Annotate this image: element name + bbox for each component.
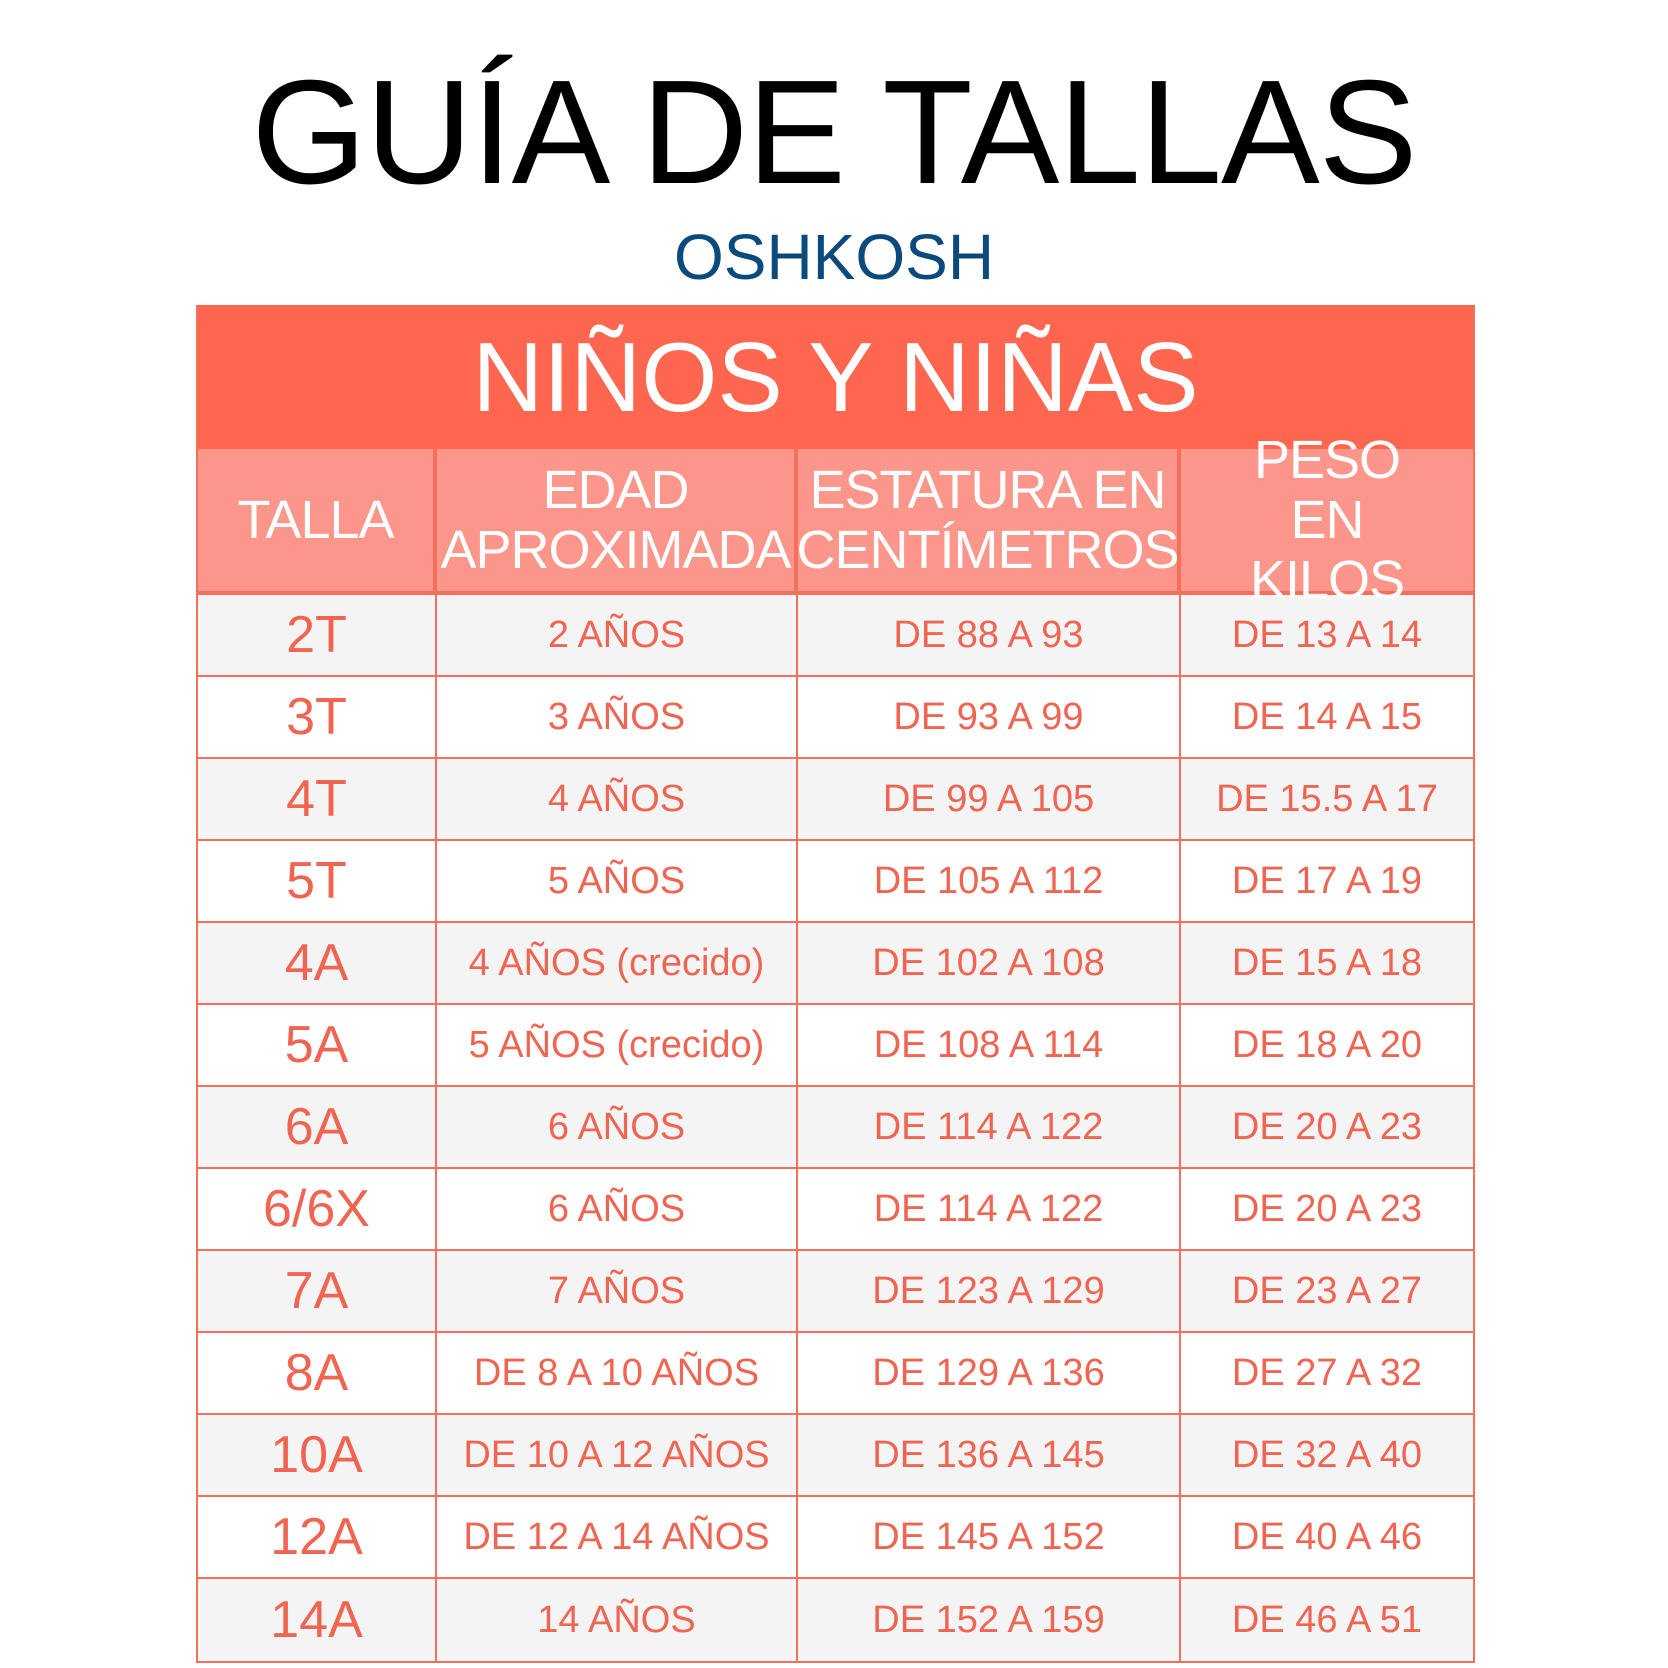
cell-edad: 14 AÑOS	[437, 1579, 798, 1661]
cell-edad: 6 AÑOS	[437, 1169, 798, 1249]
cell-edad: 6 AÑOS	[437, 1087, 798, 1167]
cell-edad: DE 8 A 10 AÑOS	[437, 1333, 798, 1413]
table-row: 7A 7 AÑOS DE 123 A 129 DE 23 A 27	[198, 1251, 1473, 1333]
table-header-row: TALLA EDAD APROXIMADA ESTATURA EN CENTÍM…	[198, 430, 1473, 610]
cell-talla: 7A	[198, 1251, 437, 1331]
table-row: 4T 4 AÑOS DE 99 A 105 DE 15.5 A 17	[198, 759, 1473, 841]
header-peso: PESO EN KILOS	[1249, 430, 1405, 610]
cell-peso: DE 23 A 27	[1231, 1269, 1423, 1312]
header-edad: EDAD APROXIMADA	[437, 449, 798, 591]
cell-talla: 3T	[198, 677, 437, 757]
cell-peso: DE 32 A 40	[1231, 1433, 1423, 1476]
cell-edad: DE 10 A 12 AÑOS	[437, 1415, 798, 1495]
cell-talla: 8A	[198, 1333, 437, 1413]
cell-talla: 2T	[198, 595, 437, 675]
cell-estatura: DE 136 A 145	[798, 1415, 1181, 1495]
table-row: 5T 5 AÑOS DE 105 A 112 DE 17 A 19	[198, 841, 1473, 923]
header-estatura: ESTATURA EN CENTÍMETROS	[797, 449, 1181, 591]
cell-estatura: DE 123 A 129	[798, 1251, 1181, 1331]
table-row: 3T 3 AÑOS DE 93 A 99 DE 14 A 15	[198, 677, 1473, 759]
cell-estatura: DE 88 A 93	[798, 595, 1181, 675]
table-row: 10A DE 10 A 12 AÑOS DE 136 A 145 DE 32 A 40	[198, 1415, 1473, 1497]
table-row: 2T 2 AÑOS DE 88 A 93 DE 13 A 14	[198, 595, 1473, 677]
cell-edad: 2 AÑOS	[437, 595, 798, 675]
cell-peso: DE 15.5 A 17	[1216, 777, 1438, 820]
cell-estatura: DE 152 A 159	[798, 1579, 1181, 1661]
table-row: 8A DE 8 A 10 AÑOS DE 129 A 136 DE 27 A 32	[198, 1333, 1473, 1415]
cell-estatura: DE 114 A 122	[798, 1087, 1181, 1167]
cell-estatura: DE 99 A 105	[798, 759, 1181, 839]
cell-edad: 4 AÑOS (crecido)	[437, 923, 798, 1003]
table-row: 12A DE 12 A 14 AÑOS DE 145 A 152 DE 40 A 46	[198, 1497, 1473, 1579]
cell-peso: DE 20 A 23	[1231, 1105, 1423, 1148]
cell-estatura: DE 129 A 136	[798, 1333, 1181, 1413]
brand-name: OSHKOSH	[673, 221, 995, 293]
cell-peso: DE 13 A 14	[1231, 613, 1423, 656]
cell-edad: 3 AÑOS	[437, 677, 798, 757]
cell-edad: 4 AÑOS	[437, 759, 798, 839]
cell-edad: 7 AÑOS	[437, 1251, 798, 1331]
cell-talla: 14A	[198, 1579, 437, 1661]
cell-estatura: DE 105 A 112	[798, 841, 1181, 921]
cell-peso: DE 15 A 18	[1231, 941, 1423, 984]
cell-estatura: DE 114 A 122	[798, 1169, 1181, 1249]
cell-talla: 4A	[198, 923, 437, 1003]
cell-peso: DE 20 A 23	[1231, 1187, 1423, 1230]
cell-estatura: DE 145 A 152	[798, 1497, 1181, 1577]
cell-talla: 6/6X	[198, 1169, 437, 1249]
cell-talla: 4T	[198, 759, 437, 839]
cell-estatura: DE 102 A 108	[798, 923, 1181, 1003]
table-row: 6A 6 AÑOS DE 114 A 122 DE 20 A 23	[198, 1087, 1473, 1169]
cell-peso: DE 18 A 20	[1231, 1023, 1423, 1066]
header-talla: TALLA	[198, 449, 437, 591]
table-body: 2T 2 AÑOS DE 88 A 93 DE 13 A 14 3T 3 AÑOS DE 9…	[198, 595, 1473, 1661]
cell-talla: 12A	[198, 1497, 437, 1577]
table-banner: NIÑOS Y NIÑAS	[198, 305, 1473, 449]
cell-estatura: DE 108 A 114	[798, 1005, 1181, 1085]
cell-talla: 5A	[198, 1005, 437, 1085]
cell-estatura: DE 93 A 99	[798, 677, 1181, 757]
table-row: 6/6X 6 AÑOS DE 114 A 122 DE 20 A 23	[198, 1169, 1473, 1251]
cell-peso: DE 14 A 15	[1231, 695, 1423, 738]
table-row: 4A 4 AÑOS (crecido) DE 102 A 108 DE 15 A 18	[198, 923, 1473, 1005]
cell-edad: 5 AÑOS	[437, 841, 798, 921]
cell-talla: 10A	[198, 1415, 437, 1495]
size-table: NIÑOS Y NIÑAS TALLA EDAD APROXIMADA ESTA…	[196, 305, 1475, 1663]
cell-edad: DE 12 A 14 AÑOS	[437, 1497, 798, 1577]
cell-peso: DE 27 A 32	[1231, 1351, 1423, 1394]
page-title: GUÍA DE TALLAS	[251, 50, 1417, 215]
cell-talla: 5T	[198, 841, 437, 921]
cell-talla: 6A	[198, 1087, 437, 1167]
cell-peso: DE 40 A 46	[1231, 1515, 1423, 1558]
cell-peso: DE 17 A 19	[1231, 859, 1423, 902]
cell-edad: 5 AÑOS (crecido)	[437, 1005, 798, 1085]
cell-peso: DE 46 A 51	[1231, 1598, 1423, 1641]
table-row: 14A 14 AÑOS DE 152 A 159 DE 46 A 51	[198, 1579, 1473, 1661]
table-row: 5A 5 AÑOS (crecido) DE 108 A 114 DE 18 A 20	[198, 1005, 1473, 1087]
